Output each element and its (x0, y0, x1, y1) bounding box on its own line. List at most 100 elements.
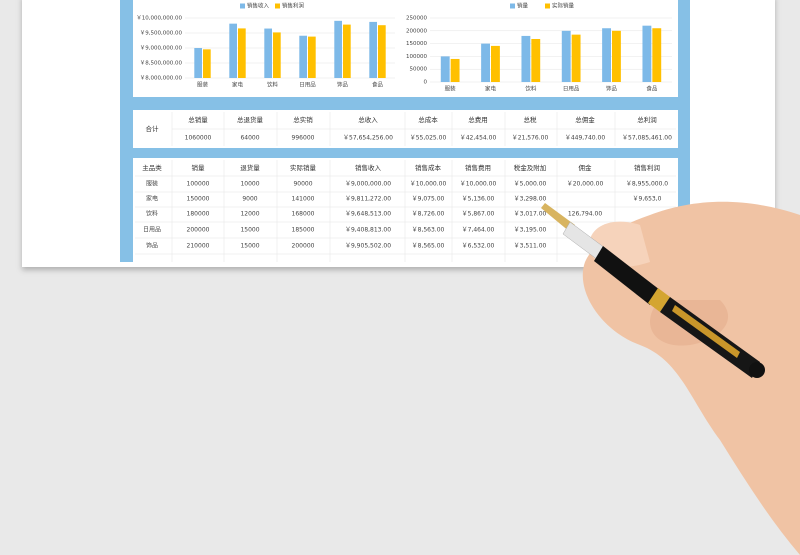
pen-band (648, 288, 670, 312)
table-cell: ￥8,563.00 (412, 227, 445, 234)
chart-panel (133, 0, 678, 97)
table-header: 销售利润 (634, 163, 660, 172)
bar (440, 56, 450, 82)
summary-value: ￥42,454.00 (460, 135, 497, 142)
table-cell: ￥9,811,272.00 (345, 196, 391, 203)
bar (369, 21, 377, 78)
table-cell: 日用品 (143, 227, 161, 234)
legend-swatch (240, 3, 245, 9)
summary-value: ￥55,025.00 (410, 135, 447, 142)
x-tick-label: 食品 (646, 85, 658, 93)
table-cell: ￥3,017.00 (514, 211, 547, 218)
bar (194, 48, 202, 78)
y-tick-label: 50000 (410, 67, 428, 73)
table-cell: ￥3,511.00 (514, 243, 547, 250)
table-cell: 服装 (146, 180, 158, 188)
x-tick-label: 家电 (232, 81, 244, 89)
table-cell: 15000 (240, 227, 259, 234)
table-cell: 家电 (146, 195, 158, 203)
summary-header: 总成本 (418, 115, 438, 124)
bar (521, 35, 531, 82)
pen-end (749, 362, 765, 378)
bar (378, 25, 386, 78)
x-tick-label: 饰品 (606, 85, 618, 93)
table-cell: 100000 (187, 181, 210, 188)
x-tick-label: 家电 (485, 85, 497, 93)
summary-header: 总销量 (188, 115, 208, 124)
table-header: 佣金 (579, 163, 593, 172)
summary-value: ￥21,576.00 (512, 135, 549, 142)
table-cell: 150000 (187, 196, 210, 203)
summary-value: ￥57,085,461.00 (622, 135, 672, 142)
table-cell: ￥20,000.00 (567, 181, 604, 188)
table-cell: 90000 (293, 181, 312, 188)
summary-value: ￥57,654,256.00 (343, 135, 393, 142)
legend-label: 销售利润 (282, 2, 305, 10)
table-cell: 饮料 (146, 210, 158, 218)
y-tick-label: 0 (424, 80, 428, 86)
table-cell: ￥9,648,513.00 (345, 211, 391, 218)
legend-label: 实际销量 (552, 2, 575, 10)
table-cell: 9000 (242, 196, 257, 203)
table-cell: ￥9,653,0 (633, 196, 662, 203)
table-cell: ￥8,726.00 (412, 211, 445, 218)
table-cell: 200000 (187, 227, 210, 234)
bar (602, 28, 611, 83)
table-cell: 10000 (240, 181, 259, 188)
table-cell: 15000 (240, 243, 259, 250)
y-tick-label: 100000 (406, 54, 427, 60)
legend-swatch (545, 3, 550, 9)
bar (531, 38, 541, 82)
table-cell: 饰品 (146, 242, 158, 250)
summary-label: 合计 (146, 124, 160, 133)
table-header: 主品类 (142, 163, 162, 172)
x-tick-label: 日用品 (563, 86, 580, 93)
y-tick-label: ￥10,000,000.00 (136, 15, 182, 22)
table-header: 实际销量 (290, 163, 317, 172)
table-header: 销售成本 (415, 163, 442, 172)
bar (561, 30, 571, 82)
bar (481, 43, 490, 82)
table-cell: ￥8,955,000.0 (626, 181, 668, 188)
x-tick-label: 食品 (372, 81, 384, 89)
table-cell: ￥10,000.00 (410, 181, 447, 188)
summary-value: 64000 (240, 135, 259, 142)
y-tick-label: ￥8,500,000.00 (140, 60, 183, 67)
table-cell: ￥9,408,813.00 (345, 227, 391, 234)
summary-header: 总实销 (293, 115, 313, 124)
summary-header: 总佣金 (575, 115, 595, 124)
table-cell: 200000 (292, 243, 315, 250)
table-cell: ￥5,867.00 (462, 211, 495, 218)
summary-header: 总收入 (358, 115, 378, 124)
pen-body (594, 246, 660, 305)
table-cell: ￥6,532.00 (462, 243, 495, 250)
table-cell: 126,794.00 (568, 211, 603, 218)
bar (491, 45, 500, 82)
table-cell: ￥8,565.00 (412, 243, 445, 250)
table-cell: 168000 (292, 211, 315, 218)
x-tick-label: 服装 (445, 85, 457, 93)
pen (541, 203, 765, 378)
legend-swatch (275, 3, 280, 9)
table-cell: ￥5,136.00 (462, 196, 495, 203)
x-tick-label: 日用品 (299, 82, 316, 89)
y-tick-label: 250000 (406, 16, 427, 22)
legend-swatch (510, 3, 515, 9)
table-header: 退货量 (240, 163, 260, 172)
table-cell: ￥9,000,000.00 (345, 181, 391, 188)
bar (652, 28, 662, 83)
summary-header: 总税 (524, 115, 538, 124)
y-tick-label: 200000 (406, 28, 427, 34)
bar (264, 28, 272, 78)
y-tick-label: ￥8,000,000.00 (140, 75, 183, 82)
table-header: 税金及附加 (514, 163, 547, 172)
table-header: 销售收入 (355, 163, 382, 172)
bar (229, 23, 237, 78)
summary-value: ￥449,740.00 (565, 135, 606, 142)
bar (571, 34, 581, 82)
bar (273, 32, 281, 78)
table-cell: ￥9,905,502.00 (345, 243, 391, 250)
table-header: 销量 (192, 163, 206, 172)
summary-value: 996000 (292, 135, 315, 142)
